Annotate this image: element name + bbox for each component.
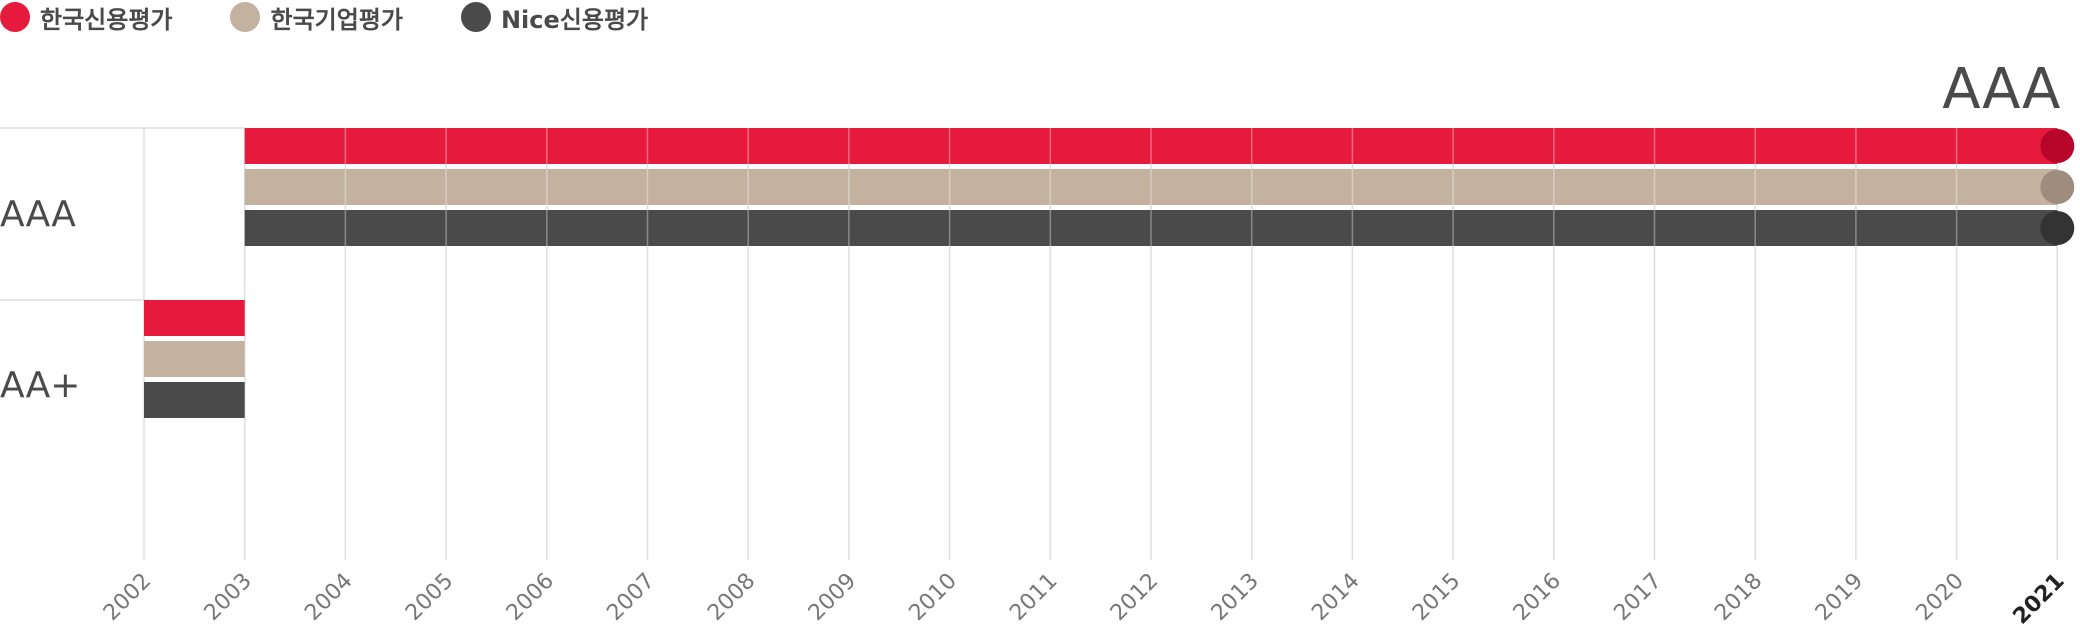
x-tick-2016: 2016: [1509, 569, 1566, 626]
x-tick-2006: 2006: [502, 569, 559, 626]
bar-2-AAA: [244, 210, 2058, 246]
x-tick-2015: 2015: [1408, 569, 1465, 626]
bar-end-dot-0: [2040, 129, 2075, 163]
x-tick-2020: 2020: [1912, 569, 1969, 626]
x-tick-2004: 2004: [300, 569, 357, 626]
x-tick-2014: 2014: [1307, 569, 1364, 626]
x-tick-2010: 2010: [905, 569, 962, 626]
legend-item-kr: 한국기업평가: [230, 0, 403, 34]
y-label-AAA: AAA: [0, 194, 76, 235]
x-tick-2019: 2019: [1811, 569, 1868, 626]
x-tick-2009: 2009: [804, 569, 861, 626]
bar-1-AA+: [144, 341, 245, 377]
x-tick-2021: 2021: [2009, 569, 2070, 630]
bar-0-AA+: [144, 300, 245, 336]
legend-dot-kis: [0, 2, 30, 32]
legend-item-kis: 한국신용평가: [0, 0, 172, 34]
x-tick-2007: 2007: [602, 569, 659, 626]
x-tick-2002: 2002: [99, 569, 156, 626]
x-tick-2011: 2011: [1005, 569, 1062, 626]
legend-label-nice: Nice신용평가: [500, 5, 649, 34]
legend-label-kis: 한국신용평가: [40, 5, 173, 34]
x-tick-2003: 2003: [200, 569, 257, 626]
legend-dot-kr: [230, 2, 261, 32]
x-tick-2005: 2005: [401, 569, 458, 626]
x-tick-2012: 2012: [1106, 569, 1163, 626]
bar-1-AAA: [244, 169, 2058, 205]
chart-legend: 한국신용평가 한국기업평가 Nice신용평가: [0, 0, 706, 34]
y-label-AA+: AA+: [0, 365, 80, 406]
bar-0-AAA: [244, 128, 2058, 164]
x-tick-2008: 2008: [703, 569, 760, 626]
current-rating-label: AAA: [1942, 57, 2060, 122]
legend-dot-nice: [460, 2, 491, 32]
bar-end-dot-2: [2040, 211, 2075, 245]
x-tick-2018: 2018: [1710, 569, 1767, 626]
legend-item-nice: Nice신용평가: [460, 0, 649, 34]
bar-end-dot-1: [2040, 170, 2075, 204]
x-tick-2013: 2013: [1207, 569, 1264, 626]
legend-label-kr: 한국기업평가: [270, 5, 403, 34]
bar-2-AA+: [144, 382, 245, 418]
x-tick-2017: 2017: [1609, 569, 1666, 626]
